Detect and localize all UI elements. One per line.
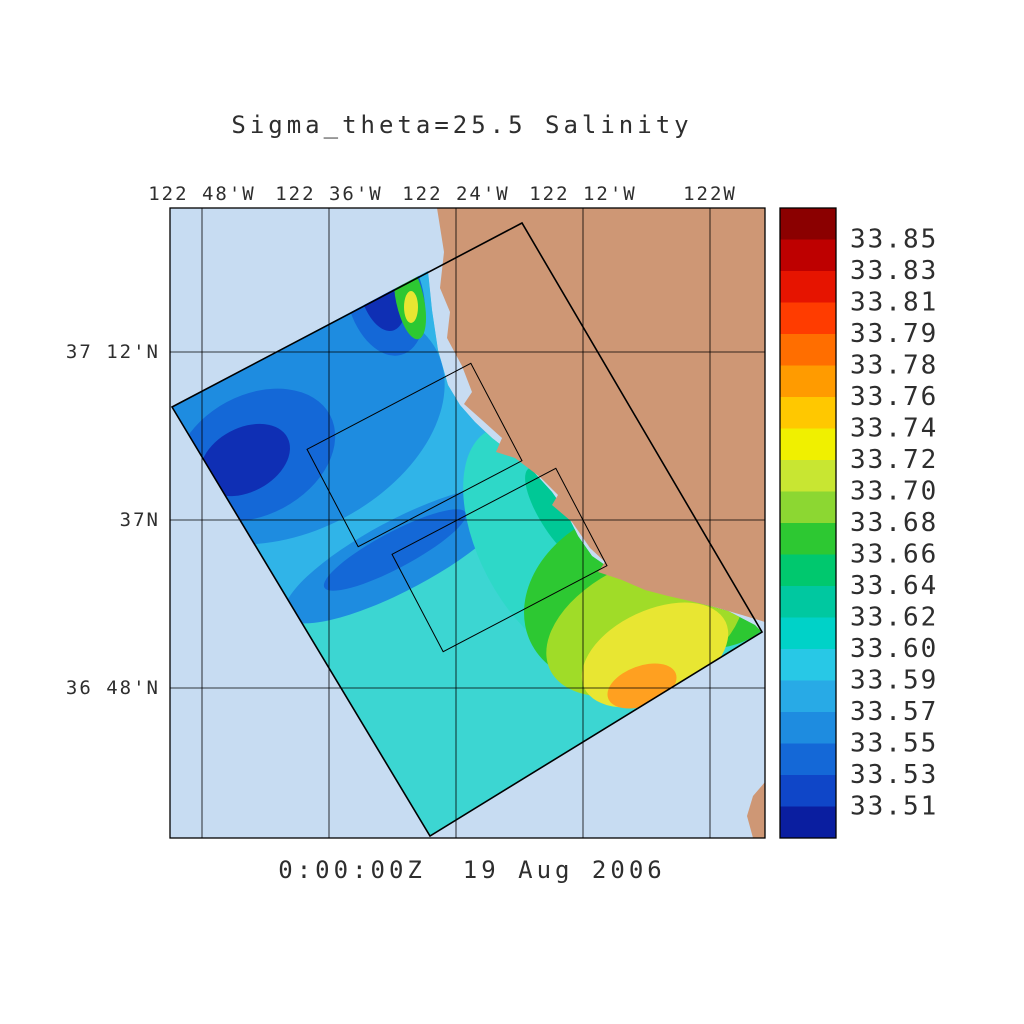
timestamp-label: 0:00:00Z 19 Aug 2006 (278, 856, 665, 884)
top-axis-label-122-12w: 122 12'W (529, 183, 637, 205)
colorbar-label: 33.62 (850, 603, 938, 633)
left-axis-label-37n: 37N (120, 509, 160, 531)
left-axis-label-36-48n: 36 48'N (66, 677, 160, 699)
model-domain-box-2 (391, 467, 608, 653)
colorbar-band (780, 712, 836, 744)
colorbar-band (780, 554, 836, 586)
colorbar-label: 33.60 (850, 634, 938, 664)
colorbar-label: 33.79 (850, 319, 938, 349)
plot-border (169, 207, 766, 839)
colorbar-label: 33.59 (850, 666, 938, 696)
land-patch-south (747, 782, 765, 838)
colorbar-border (779, 207, 837, 839)
north-yellow-spot-blob (404, 291, 418, 323)
colorbar-band (780, 239, 836, 271)
colorbar-band (780, 806, 836, 838)
colorbar-band (780, 491, 836, 523)
colorbar-band (780, 428, 836, 460)
colorbar-band (780, 743, 836, 775)
colorbar-band (780, 365, 836, 397)
colorbar-band (780, 271, 836, 303)
colorbar: 33.85 33.83 33.81 33.79 33.78 33.76 33.7… (779, 207, 938, 839)
colorbar-label: 33.78 (850, 351, 938, 381)
colorbar-band (780, 649, 836, 681)
land-mass (437, 208, 765, 622)
colorbar-band (780, 617, 836, 649)
colorbar-label: 33.55 (850, 729, 938, 759)
colorbar-band (780, 523, 836, 555)
colorbar-label: 33.76 (850, 382, 938, 412)
top-axis-label-122-48w: 122 48'W (148, 183, 256, 205)
plot-title: Sigma_theta=25.5 Salinity (231, 111, 692, 139)
top-axis-label-122-24w: 122 24'W (402, 183, 510, 205)
colorbar-label: 33.53 (850, 760, 938, 790)
colorbar-band (780, 586, 836, 618)
central-deep-blue-streak-blob (323, 509, 467, 591)
colorbar-label: 33.66 (850, 540, 938, 570)
colorbar-band (780, 775, 836, 807)
top-axis-label-122w: 122W (683, 183, 737, 205)
colorbar-band (780, 397, 836, 429)
colorbar-band (780, 302, 836, 334)
model-domain-box-1 (306, 362, 523, 548)
top-axis-label-122-36w: 122 36'W (275, 183, 383, 205)
colorbar-band (780, 680, 836, 712)
colorbar-label: 33.85 (850, 225, 938, 255)
colorbar-label: 33.68 (850, 508, 938, 538)
colorbar-label: 33.51 (850, 792, 938, 822)
colorbar-label: 33.81 (850, 288, 938, 318)
colorbar-label: 33.83 (850, 256, 938, 286)
colorbar-label: 33.70 (850, 477, 938, 507)
colorbar-label: 33.64 (850, 571, 938, 601)
lowest-salinity-core-blob (200, 423, 290, 497)
colorbar-label: 33.74 (850, 414, 938, 444)
colorbar-label: 33.72 (850, 445, 938, 475)
colorbar-band (780, 460, 836, 492)
left-axis-label-37-12n: 37 12'N (66, 341, 160, 363)
colorbar-band (780, 334, 836, 366)
colorbar-label: 33.57 (850, 697, 938, 727)
swath-outline (170, 221, 764, 838)
colorbar-band (780, 208, 836, 240)
